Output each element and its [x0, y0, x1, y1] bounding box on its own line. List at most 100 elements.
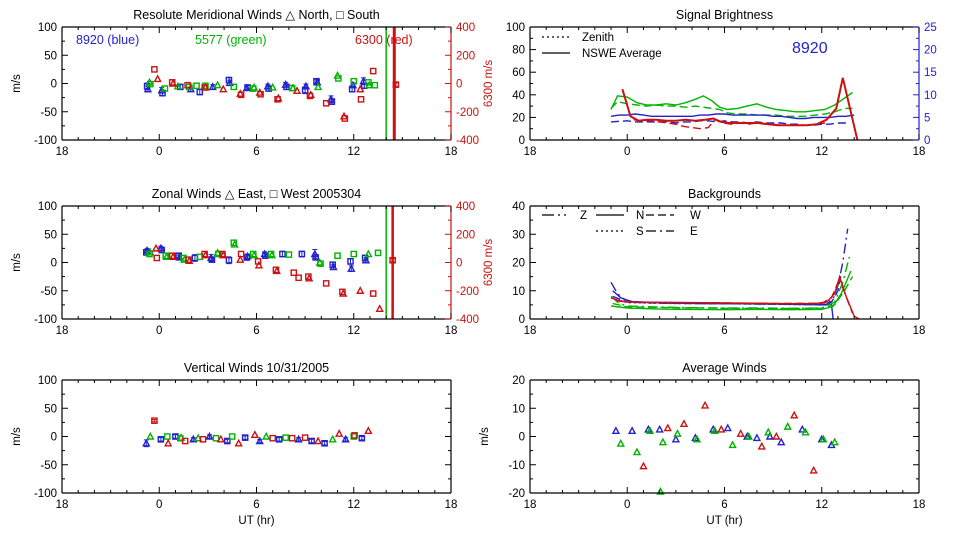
triangle-marker [201, 250, 210, 259]
y-tick-label: 0 [51, 79, 57, 91]
square-marker [347, 258, 354, 265]
panel-title-meridional-winds: Resolute Meridional Winds △ North, □ Sou… [133, 8, 379, 22]
square-marker [269, 434, 277, 442]
triangle-marker [306, 90, 315, 98]
square-marker [322, 280, 330, 287]
points-group [611, 400, 839, 495]
triangle-marker [656, 487, 665, 495]
legend-label-NSWE Average: NSWE Average [582, 48, 662, 60]
panel-title-signal-brightness: Signal Brightness [676, 8, 773, 22]
right-tick-label: 5 [924, 112, 930, 124]
triangle-marker [262, 431, 271, 440]
x-tick-label: 18 [445, 325, 458, 337]
points-group [142, 239, 396, 313]
triangle-marker [627, 426, 637, 435]
series-r-solid [610, 274, 860, 320]
square-marker [153, 254, 161, 262]
x-tick-label: 6 [253, 325, 259, 337]
x-tick-label: 12 [815, 499, 828, 511]
triangle-marker [151, 243, 161, 252]
right-tick-label: 0 [924, 135, 930, 147]
legend-label-E: E [690, 226, 698, 238]
square-marker [279, 250, 286, 258]
points-group [143, 66, 400, 122]
triangle-marker [301, 81, 311, 90]
x-tick-label: 18 [56, 499, 69, 511]
square-marker [237, 250, 245, 258]
square-marker [224, 437, 231, 445]
square-marker [290, 269, 298, 276]
y-tick-label: 100 [506, 22, 525, 34]
triangle-marker [801, 427, 810, 436]
triangle-marker [339, 288, 348, 297]
square-marker [161, 85, 169, 92]
square-marker [358, 434, 366, 442]
x-tick-label: 12 [347, 499, 360, 511]
triangle-marker [692, 434, 702, 443]
triangle-marker [809, 465, 818, 474]
right-tick-label: -400 [456, 314, 479, 326]
square-marker [225, 256, 233, 264]
panel-title-backgrounds: Backgrounds [688, 187, 761, 201]
y-tick-label: -100 [34, 135, 57, 147]
right-tick-label: -200 [456, 286, 479, 298]
right-axis-title: 6300 m/s [483, 239, 495, 287]
x-tick-label: 18 [913, 325, 926, 337]
y-tick-label: 100 [38, 22, 57, 34]
y-tick-label: 50 [44, 403, 57, 415]
legend-label-W: W [690, 210, 701, 222]
triangle-marker [717, 424, 726, 433]
triangle-marker [292, 86, 302, 95]
series-r-dot [619, 299, 831, 305]
y-axis-title: m/s [11, 427, 23, 446]
triangle-marker [294, 434, 303, 443]
y-tick-label: 10 [512, 403, 525, 415]
x-tick-label: 18 [524, 146, 537, 158]
triangle-marker [757, 441, 766, 450]
right-tick-label: 200 [456, 229, 475, 241]
series-g-dash [610, 100, 853, 118]
x-axis-title: UT (hr) [238, 515, 274, 527]
square-marker [185, 83, 193, 91]
triangle-marker [710, 426, 719, 435]
triangle-marker [213, 80, 222, 89]
triangle-marker [671, 434, 681, 443]
legend-label-Zenith: Zenith [582, 32, 614, 44]
triangle-marker [146, 247, 155, 256]
legend-label-S: S [636, 226, 644, 238]
y-tick-label: 0 [519, 314, 525, 326]
right-tick-label: 200 [456, 50, 475, 62]
y-tick-label: 0 [51, 432, 57, 444]
triangle-marker [679, 419, 689, 427]
series-g-solid [610, 270, 852, 311]
triangle-marker [268, 82, 277, 91]
triangle-marker [208, 82, 217, 91]
triangle-marker [250, 430, 260, 439]
right-tick-label: 20 [924, 45, 937, 57]
triangle-marker [611, 426, 621, 435]
triangle-marker [798, 424, 807, 433]
triangle-marker [830, 437, 839, 446]
triangle-marker [783, 422, 792, 430]
y-tick-label: 50 [44, 229, 57, 241]
triangle-marker [313, 82, 323, 91]
y-axis-title: m/s [479, 427, 491, 446]
triangle-marker [658, 437, 668, 446]
panel-title-vertical-winds: Vertical Winds 10/31/2005 [184, 361, 329, 375]
triangle-marker [632, 447, 642, 456]
square-marker [147, 80, 154, 88]
triangle-marker [765, 431, 775, 440]
legend-label-Z: Z [580, 210, 587, 222]
legend-label-N: N [636, 210, 644, 222]
triangle-marker [375, 304, 384, 313]
square-marker [298, 250, 306, 258]
series-g-solid [610, 91, 853, 113]
triangle-marker [663, 423, 672, 432]
annotation-8920-blue-: 8920 (blue) [76, 33, 139, 47]
triangle-marker [288, 83, 298, 92]
triangle-marker [189, 434, 198, 443]
triangle-marker [274, 93, 283, 102]
x-tick-label: 0 [624, 146, 630, 158]
triangle-marker [645, 426, 655, 435]
